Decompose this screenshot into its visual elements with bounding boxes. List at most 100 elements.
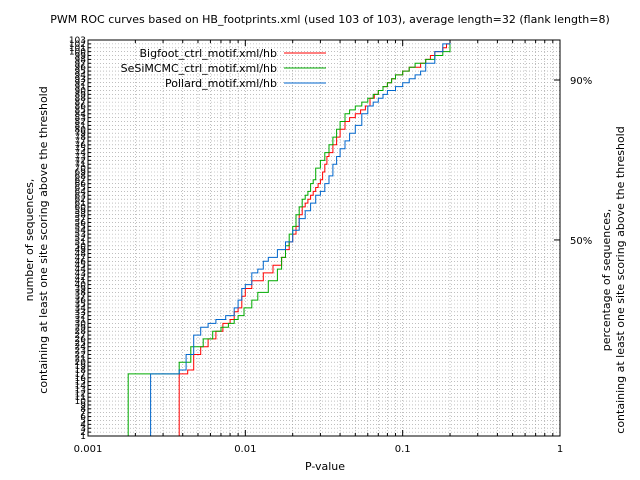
y-tick-label: 70 (75, 164, 87, 174)
y-tick-label: 84 (75, 110, 87, 120)
y-tick-label: 71 (75, 160, 86, 170)
y-tick-label: 10 (75, 397, 87, 407)
y-tick-label: 49 (75, 246, 87, 256)
y-tick-label: 31 (75, 316, 86, 326)
y-tick-label: 11 (75, 393, 86, 403)
y-tick-label: 44 (75, 265, 87, 275)
right-axis-ticks: 50% 90% (554, 76, 592, 247)
grid (88, 40, 560, 436)
y-tick-label: 83 (75, 114, 86, 124)
y-tick-label: 34 (75, 304, 87, 314)
y-tick-label: 29 (75, 323, 87, 333)
legend-label-2: SeSiMCMC_ctrl_motif.xml/hb (121, 62, 277, 75)
y-tick-label: 16 (75, 374, 87, 384)
y-tick-label: 54 (75, 226, 87, 236)
y-tick-label: 100 (69, 48, 86, 58)
series-group (124, 40, 451, 437)
y-tick-label: 32 (75, 312, 86, 322)
x-axis-label: P-value (305, 460, 345, 473)
y-tick-label: 4 (80, 420, 86, 430)
y-tick-label: 50 (75, 242, 87, 252)
y-tick-label: 18 (75, 366, 87, 376)
y-tick-label: 20 (75, 358, 87, 368)
y-tick-label: 43 (75, 269, 86, 279)
series-line-2 (124, 40, 451, 437)
y-tick-label: 24 (75, 343, 87, 353)
y-tick-label: 79 (75, 129, 87, 139)
y-tick-label: 35 (75, 300, 86, 310)
y-tick-label: 103 (69, 36, 86, 46)
y-tick-label: 102 (69, 40, 86, 50)
y-tick-label: 8 (80, 405, 86, 415)
y-tick-label: 52 (75, 234, 86, 244)
y-tick-label: 51 (75, 238, 86, 248)
series-line-3 (147, 40, 451, 437)
y-tick-label: 30 (75, 319, 87, 329)
y-tick-label: 3 (80, 424, 86, 434)
y-axis-label-line1: number of sequences, (23, 179, 36, 302)
x-tick-label: 1 (557, 444, 563, 455)
y-tick-label: 46 (75, 257, 87, 267)
y-tick-label: 33 (75, 308, 86, 318)
y-tick-label: 88 (75, 94, 87, 104)
y-axis-label-line2: containing at least one site scoring abo… (37, 86, 50, 393)
y-tick-label: 57 (75, 215, 86, 225)
y-tick-label: 62 (75, 195, 86, 205)
y-tick-label: 15 (75, 378, 86, 388)
y-tick-label: 39 (75, 284, 87, 294)
x-axis-ticks: 0.001 0.01 0.1 1 (74, 40, 563, 455)
y-tick-label: 98 (75, 55, 87, 65)
y-tick-label: 101 (69, 44, 86, 54)
y-tick-label: 80 (75, 125, 87, 135)
y-tick-label: 69 (75, 168, 87, 178)
y-tick-label: 90 (75, 86, 87, 96)
y-tick-label: 47 (75, 253, 86, 263)
y-tick-label: 94 (75, 71, 87, 81)
y-tick-label: 60 (75, 203, 87, 213)
x-tick-label: 0.001 (74, 444, 103, 455)
y-tick-label: 21 (75, 354, 86, 364)
chart-title: PWM ROC curves based on HB_footprints.xm… (50, 13, 610, 26)
y-tick-label: 64 (75, 187, 87, 197)
y-tick-label: 93 (75, 75, 86, 85)
y-tick-label: 9 (80, 401, 86, 411)
y-tick-label: 87 (75, 98, 86, 108)
y-tick-label: 76 (75, 141, 87, 151)
y-tick-label: 12 (75, 389, 86, 399)
y-tick-label: 37 (75, 292, 86, 302)
y-axis-ticks: 1234567891011121314151617181920212223242… (69, 36, 91, 442)
y-tick-label: 40 (75, 281, 87, 291)
y-tick-label: 78 (75, 133, 87, 143)
y-tick-label: 17 (75, 370, 86, 380)
y-tick-label: 63 (75, 191, 86, 201)
y-tick-label: 99 (75, 52, 87, 62)
right-tick-label: 90% (570, 76, 592, 87)
y-tick-label: 75 (75, 145, 86, 155)
y-tick-label: 36 (75, 296, 87, 306)
legend-label-1: Bigfoot_ctrl_motif.xml/hb (140, 47, 278, 60)
y-tick-label: 56 (75, 218, 87, 228)
y-tick-label: 2 (80, 428, 86, 438)
y-tick-label: 91 (75, 83, 86, 93)
y-tick-label: 97 (75, 59, 86, 69)
y-tick-label: 95 (75, 67, 86, 77)
y-tick-label: 55 (75, 222, 86, 232)
y-tick-label: 41 (75, 277, 86, 287)
y-tick-label: 28 (75, 327, 87, 337)
y-tick-label: 81 (75, 121, 86, 131)
y-tick-label: 25 (75, 339, 86, 349)
y-tick-label: 77 (75, 137, 86, 147)
y-tick-label: 59 (75, 207, 87, 217)
y-tick-label: 65 (75, 184, 86, 194)
y-tick-label: 72 (75, 156, 86, 166)
y-tick-label: 13 (75, 385, 86, 395)
y-tick-label: 58 (75, 211, 87, 221)
y-tick-label: 45 (75, 261, 86, 271)
right-axis-label-line2: containing at least one site scoring abo… (614, 126, 627, 433)
legend: Bigfoot_ctrl_motif.xml/hb SeSiMCMC_ctrl_m… (121, 47, 326, 90)
y-tick-label: 14 (75, 382, 87, 392)
y-tick-label: 7 (80, 409, 86, 419)
y-tick-label: 67 (75, 176, 86, 186)
y-tick-label: 5 (80, 416, 86, 426)
y-tick-label: 74 (75, 149, 87, 159)
